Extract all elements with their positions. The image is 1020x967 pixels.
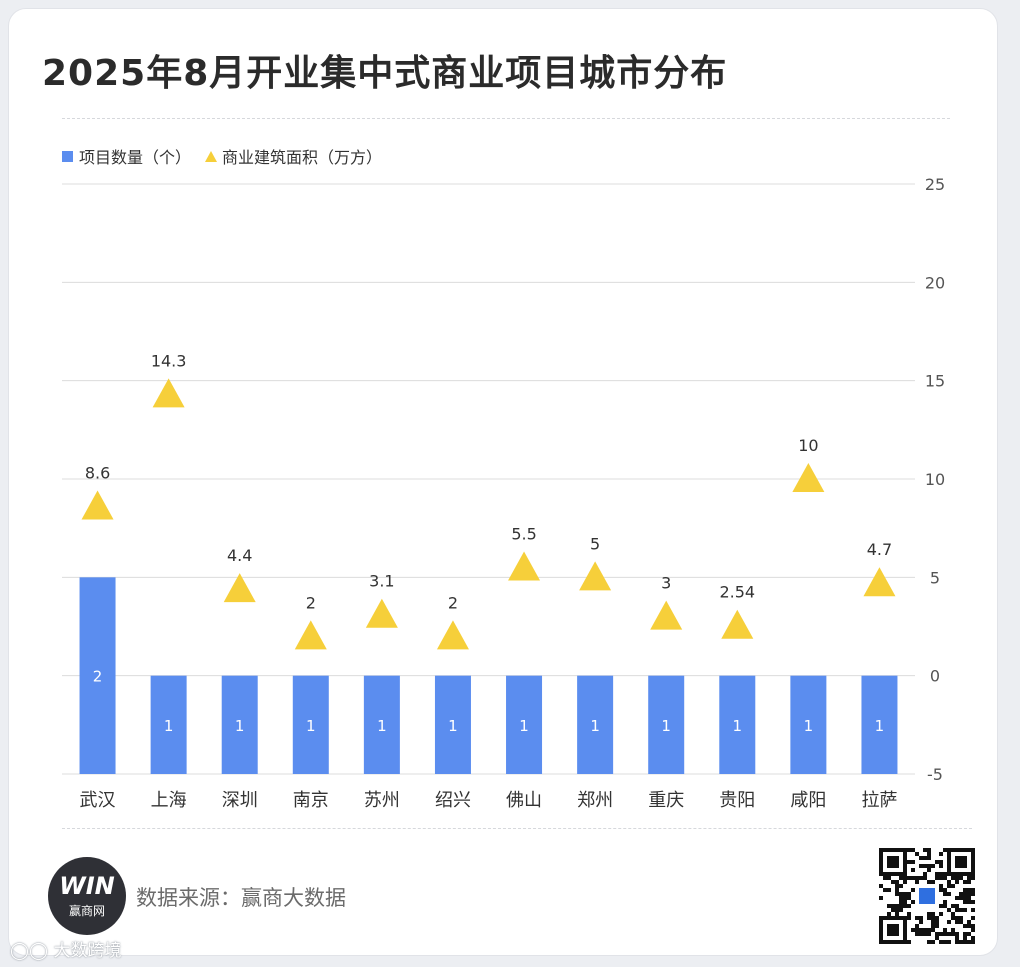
triangle-marker xyxy=(81,490,114,520)
y-tick-label: 15 xyxy=(925,372,945,391)
bar-value-label: 1 xyxy=(875,717,885,735)
bar xyxy=(719,675,756,774)
marker-value-label: 5.5 xyxy=(511,525,536,544)
logo-text: WIN xyxy=(59,871,115,900)
marker-value-label: 10 xyxy=(798,436,818,455)
bar xyxy=(861,675,898,774)
qr-code-icon xyxy=(879,848,975,944)
triangle-marker xyxy=(365,598,398,628)
triangle-marker xyxy=(294,620,327,650)
x-category-label: 苏州 xyxy=(364,790,400,811)
triangle-marker xyxy=(508,551,541,581)
y-tick-label: 0 xyxy=(930,667,940,686)
winshang-logo: WIN 赢商网 xyxy=(48,857,126,935)
x-category-label: 郑州 xyxy=(577,790,613,811)
triangle-marker xyxy=(579,561,612,591)
triangle-marker xyxy=(721,609,754,639)
bar-value-label: 1 xyxy=(235,717,245,735)
marker-value-label: 3.1 xyxy=(369,572,394,591)
triangle-marker xyxy=(152,378,185,408)
marker-value-label: 5 xyxy=(590,534,600,553)
legend: 项目数量（个） 商业建筑面积（万方） xyxy=(62,144,382,168)
bar-value-label: 1 xyxy=(164,717,174,735)
watermark: ◯◯ 大数跨境 xyxy=(10,941,122,961)
x-category-label: 上海 xyxy=(151,790,187,811)
legend-bar-label: 项目数量（个） xyxy=(79,148,192,167)
marker-value-label: 14.3 xyxy=(151,351,187,370)
triangle-marker xyxy=(863,567,896,597)
bar-value-label: 1 xyxy=(306,717,316,735)
triangle-marker xyxy=(792,463,825,492)
bar-value-label: 1 xyxy=(448,717,458,735)
triangle-marker xyxy=(223,573,256,603)
bar-value-label: 2 xyxy=(93,668,103,686)
bar xyxy=(150,675,187,774)
x-category-label: 南京 xyxy=(293,790,329,811)
y-tick-label: 5 xyxy=(930,568,940,587)
legend-bar-swatch xyxy=(62,150,73,162)
divider xyxy=(62,118,950,119)
marker-value-label: 4.7 xyxy=(867,540,892,559)
triangle-marker xyxy=(650,600,683,630)
y-tick-label: 25 xyxy=(925,175,945,194)
bar xyxy=(292,675,329,774)
x-category-label: 佛山 xyxy=(506,790,542,811)
marker-value-label: 2 xyxy=(306,593,316,612)
y-tick-label: 10 xyxy=(925,470,945,489)
bar-value-label: 1 xyxy=(377,717,387,735)
x-category-label: 咸阳 xyxy=(790,790,826,811)
bar-value-label: 1 xyxy=(804,717,814,735)
logo-caption: 赢商网 xyxy=(68,903,105,918)
x-category-label: 拉萨 xyxy=(861,790,897,811)
triangle-marker xyxy=(436,620,469,650)
marker-value-label: 3 xyxy=(661,574,671,593)
bar xyxy=(434,675,471,774)
bar xyxy=(790,675,827,774)
bar xyxy=(506,675,543,774)
legend-triangle-label: 商业建筑面积（万方） xyxy=(222,148,383,167)
marker-value-label: 2.54 xyxy=(719,583,755,602)
bar-value-label: 1 xyxy=(661,717,671,735)
bar xyxy=(221,675,258,774)
y-tick-label: 20 xyxy=(925,273,945,292)
page-title: 2025年8月开业集中式商业项目城市分布 xyxy=(42,53,728,94)
source-note: 数据来源：赢商大数据 xyxy=(136,886,346,910)
watermark-text: 大数跨境 xyxy=(53,941,122,961)
y-tick-label: -5 xyxy=(927,765,943,784)
marker-value-label: 4.4 xyxy=(227,546,252,565)
bar-value-label: 1 xyxy=(733,717,743,735)
bar xyxy=(648,675,685,774)
marker-value-label: 2 xyxy=(448,593,458,612)
bar xyxy=(363,675,400,774)
x-category-label: 深圳 xyxy=(222,790,258,811)
x-category-label: 重庆 xyxy=(648,790,684,811)
legend-triangle-swatch xyxy=(205,150,218,162)
divider xyxy=(62,828,972,829)
bar xyxy=(577,675,614,774)
x-category-label: 贵阳 xyxy=(719,790,755,811)
x-category-label: 武汉 xyxy=(80,790,116,811)
x-category-label: 绍兴 xyxy=(435,790,471,811)
bar xyxy=(79,577,116,774)
chart-card xyxy=(8,8,998,956)
marker-value-label: 8.6 xyxy=(85,464,110,483)
bar-value-label: 1 xyxy=(519,717,529,735)
bar-value-label: 1 xyxy=(590,717,600,735)
